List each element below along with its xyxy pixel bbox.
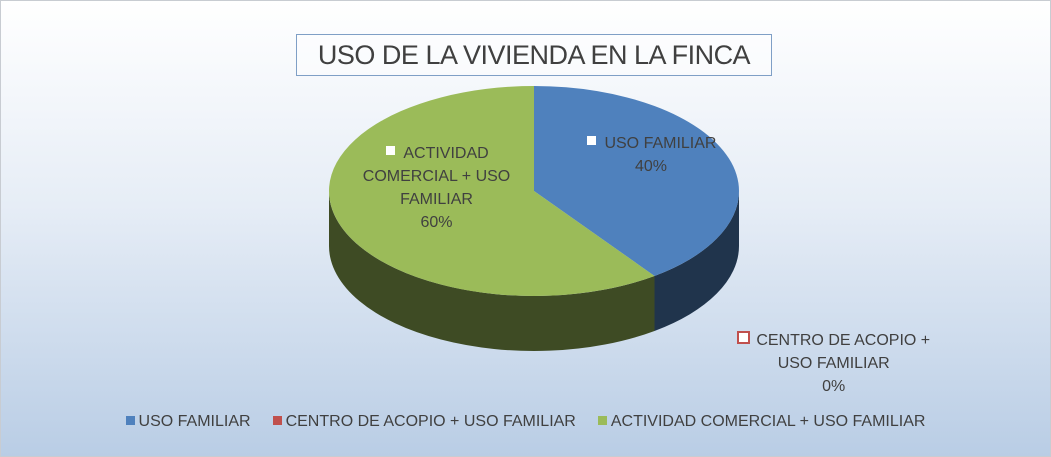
pie-slice bbox=[328, 86, 655, 296]
legend-swatch bbox=[125, 416, 135, 425]
label-category: CENTRO DE ACOPIO + USO FAMILIAR bbox=[756, 332, 931, 373]
label-category: ACTIVIDAD COMERCIAL + USO FAMILIAR bbox=[362, 145, 511, 209]
data-label: USO FAMILIAR 40% bbox=[551, 132, 751, 178]
label-value: 40% bbox=[634, 157, 667, 175]
legend-item: ACTIVIDAD COMERCIAL + USO FAMILIAR bbox=[597, 413, 926, 431]
label-marker bbox=[737, 331, 751, 345]
chart-title: USO DE LA VIVIENDA EN LA FINCA bbox=[296, 34, 772, 76]
legend-swatch bbox=[597, 416, 607, 425]
data-label: CENTRO DE ACOPIO + USO FAMILIAR 0% bbox=[719, 329, 949, 398]
legend-swatch bbox=[272, 416, 282, 425]
label-marker bbox=[585, 133, 599, 147]
data-label: ACTIVIDAD COMERCIAL + USO FAMILIAR 60% bbox=[347, 142, 527, 234]
legend-label: USO FAMILIAR bbox=[138, 413, 251, 430]
pie-slice bbox=[534, 86, 739, 276]
label-value: 60% bbox=[420, 214, 453, 232]
legend-label: ACTIVIDAD COMERCIAL + USO FAMILIAR bbox=[610, 413, 926, 430]
pie-side bbox=[654, 191, 739, 331]
legend: USO FAMILIAR CENTRO DE ACOPIO + USO FAMIL… bbox=[1, 413, 1050, 431]
legend-item: CENTRO DE ACOPIO + USO FAMILIAR bbox=[272, 413, 576, 431]
legend-label: CENTRO DE ACOPIO + USO FAMILIAR bbox=[285, 413, 576, 430]
pie-side bbox=[329, 191, 655, 351]
label-category: USO FAMILIAR bbox=[604, 134, 717, 152]
label-marker bbox=[384, 144, 398, 158]
legend-item: USO FAMILIAR bbox=[125, 413, 251, 431]
label-value: 0% bbox=[822, 378, 846, 396]
